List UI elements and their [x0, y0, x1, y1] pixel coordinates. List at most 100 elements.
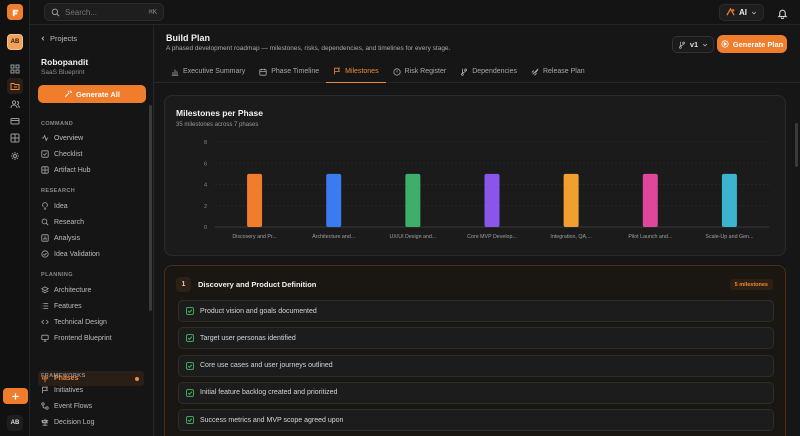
nav-item-research[interactable]: Research — [38, 215, 144, 229]
nav-item-label: Phases — [54, 375, 79, 382]
flag-icon — [333, 67, 341, 75]
nav-item-technical-design[interactable]: Technical Design — [38, 315, 144, 329]
generate-all-label: Generate All — [76, 89, 120, 99]
search-icon — [51, 8, 60, 17]
search-input[interactable] — [65, 7, 129, 17]
bar[interactable] — [484, 173, 500, 227]
add-button[interactable] — [3, 388, 28, 404]
top-bar: ⌘K AI — [30, 0, 800, 25]
active-indicator-dot — [135, 376, 139, 381]
nav-section-command: COMMAND — [41, 121, 74, 127]
dashboard-icon[interactable] — [7, 61, 23, 77]
nav-item-features[interactable]: Features — [38, 299, 144, 313]
nav-item-label: Research — [54, 218, 84, 226]
tab-label: Milestones — [345, 67, 379, 75]
nav-item-architecture[interactable]: Architecture — [38, 283, 144, 297]
x-tick-label: Scale-Up and Gen... — [705, 234, 753, 240]
layers-icon — [41, 286, 49, 294]
bar-chart-icon — [171, 68, 179, 76]
bar[interactable] — [326, 173, 342, 227]
project-name: Robopandit — [41, 57, 89, 67]
check-icon — [186, 388, 194, 397]
project-subtitle: SaaS Blueprint — [41, 69, 85, 76]
phase-number-badge: 1 — [176, 277, 191, 292]
tab-executive-summary[interactable]: Executive Summary — [164, 61, 252, 83]
x-tick-label: Core MVP Develop... — [467, 234, 517, 240]
bar[interactable] — [642, 173, 658, 227]
check-icon — [186, 307, 194, 315]
milestone-item[interactable]: Core use cases and user journeys outline… — [178, 354, 774, 377]
nav-item-idea-validation[interactable]: Idea Validation — [38, 247, 144, 261]
y-tick-label: 6 — [204, 161, 207, 167]
milestone-item[interactable]: Initial feature backlog created and prio… — [178, 381, 774, 404]
nav-section-planning: PLANNING — [41, 272, 73, 278]
nav-item-label: Overview — [54, 134, 84, 142]
nav-item-frontend-blueprint[interactable]: Frontend Blueprint — [38, 331, 144, 345]
nav-item-overview[interactable]: Overview — [38, 131, 144, 145]
bar[interactable] — [405, 173, 421, 227]
sidebar-scrollbar[interactable] — [149, 105, 152, 311]
generate-plan-button[interactable]: Generate Plan — [717, 35, 787, 53]
bar-chart-icon — [41, 234, 49, 242]
search-shortcut: ⌘K — [148, 8, 157, 17]
monitor-icon — [41, 334, 49, 342]
ai-sparkle-icon — [726, 8, 735, 17]
check-icon — [186, 361, 194, 370]
notification-bell-icon[interactable] — [774, 5, 790, 21]
chart-title: Milestones per Phase — [176, 108, 263, 118]
chevron-down-icon — [751, 10, 757, 16]
check-icon — [186, 334, 194, 343]
tab-dependencies[interactable]: Dependencies — [453, 61, 524, 83]
x-tick-label: UX/UI Design and... — [389, 234, 436, 240]
back-to-projects-link[interactable]: Projects — [40, 34, 77, 43]
nav-item-analysis[interactable]: Analysis — [38, 231, 144, 245]
git-branch-icon — [678, 41, 686, 49]
y-tick-label: 0 — [204, 225, 207, 231]
folder-icon[interactable] — [7, 78, 23, 94]
generate-plan-label: Generate Plan — [732, 39, 784, 49]
nav-item-label: Checklist — [54, 150, 83, 158]
tab-milestones[interactable]: Milestones — [326, 61, 386, 83]
y-tick-label: 4 — [204, 183, 207, 189]
tab-release-plan[interactable]: Release Plan — [524, 61, 592, 83]
bar[interactable] — [563, 173, 579, 227]
back-label: Projects — [50, 34, 78, 43]
phase-title: Discovery and Product Definition — [198, 280, 317, 289]
nav-item-idea[interactable]: Idea — [38, 199, 144, 213]
user-avatar[interactable]: AB — [7, 415, 23, 431]
tab-phase-timeline[interactable]: Phase Timeline — [252, 61, 326, 83]
git-branch-icon — [460, 68, 468, 76]
nav-item-label: Analysis — [54, 234, 81, 242]
bar[interactable] — [247, 173, 263, 227]
search-box[interactable]: ⌘K — [44, 3, 164, 21]
users-icon[interactable] — [7, 96, 23, 112]
version-selector[interactable]: v1 — [672, 36, 714, 53]
nav-item-label: Idea — [54, 202, 68, 210]
milestone-item[interactable]: Target user personas identified — [178, 327, 774, 350]
main-scrollbar[interactable] — [795, 123, 798, 167]
generate-all-button[interactable]: Generate All — [38, 85, 146, 103]
app-logo-icon[interactable] — [7, 4, 23, 20]
milestone-item[interactable]: Product vision and goals documented — [178, 300, 774, 322]
calendar-icon — [259, 68, 267, 76]
grid-icon[interactable] — [7, 130, 23, 146]
nav-item-phases[interactable]: Phases — [38, 371, 144, 386]
milestone-text: Core use cases and user journeys outline… — [200, 362, 333, 370]
workspace-avatar[interactable]: AB — [7, 34, 23, 50]
tab-label: Dependencies — [472, 68, 517, 75]
bar[interactable] — [721, 173, 737, 227]
nav-item-artifact-hub[interactable]: Artifact Hub — [38, 163, 144, 177]
settings-icon[interactable] — [7, 148, 23, 164]
alert-circle-icon — [392, 67, 401, 76]
activity-icon — [41, 134, 49, 142]
nav-item-label: Features — [54, 302, 82, 310]
main-content: Build Plan A phased development roadmap … — [154, 25, 800, 436]
nav-item-label: Technical Design — [54, 318, 107, 326]
nav-item-checklist[interactable]: Checklist — [38, 147, 144, 161]
tab-risk-register[interactable]: Risk Register — [386, 61, 454, 83]
credit-card-icon[interactable] — [7, 113, 23, 129]
ai-menu-button[interactable]: AI — [719, 4, 764, 21]
phase-card: 1 Discovery and Product Definition 5 mil… — [164, 265, 786, 436]
chevron-left-icon — [40, 35, 46, 42]
milestone-item[interactable]: Success metrics and MVP scope agreed upo… — [178, 409, 774, 432]
